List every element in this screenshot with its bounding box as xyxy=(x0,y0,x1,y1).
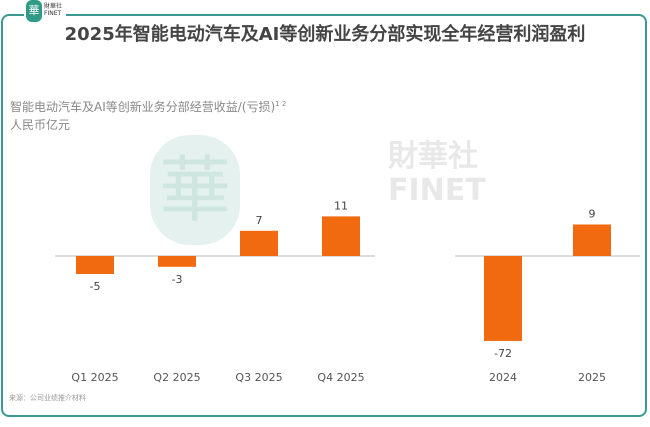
data-label: -72 xyxy=(494,347,512,360)
category-label: 2024 xyxy=(489,371,517,384)
data-label: 7 xyxy=(256,214,263,227)
watermark-text-cn: 財華社 xyxy=(388,139,478,174)
watermark-text: 財華社 FINET xyxy=(388,140,486,208)
data-label: -3 xyxy=(172,273,183,286)
category-label: Q4 2025 xyxy=(317,371,364,384)
source-note: 来源：公司业绩推介材料 xyxy=(9,394,86,402)
bar xyxy=(240,230,278,256)
y-axis-label: 智能电动汽车及AI等创新业务分部经营收益/(亏损)1 2 人民币亿元 xyxy=(10,95,286,134)
watermark-mark: 華 xyxy=(150,135,240,245)
chart-frame xyxy=(1,14,647,417)
y-axis-label-text: 智能电动汽车及AI等创新业务分部经营收益/(亏损) xyxy=(10,100,276,114)
category-label: Q1 2025 xyxy=(71,371,118,384)
logo: 華 財華社 FINET xyxy=(24,0,66,24)
bar xyxy=(484,256,522,341)
bar xyxy=(322,216,360,256)
logo-text: 財華社 FINET xyxy=(44,3,63,17)
data-label: 9 xyxy=(589,208,596,221)
category-label: Q3 2025 xyxy=(235,371,282,384)
watermark-text-en: FINET xyxy=(388,173,486,208)
data-label: -5 xyxy=(90,280,101,293)
bar xyxy=(76,256,114,274)
category-label: 2025 xyxy=(578,371,606,384)
unit-label: 人民币亿元 xyxy=(10,118,71,132)
data-label: 11 xyxy=(334,199,348,212)
bar xyxy=(573,224,611,256)
category-label: Q2 2025 xyxy=(153,371,200,384)
chart-title: 2025年智能电动汽车及AI等创新业务分部实现全年经营利润盈利 xyxy=(64,24,586,45)
footnote-marks: 1 2 xyxy=(275,100,287,108)
bar xyxy=(158,256,196,267)
logo-mark: 華 xyxy=(26,0,42,22)
